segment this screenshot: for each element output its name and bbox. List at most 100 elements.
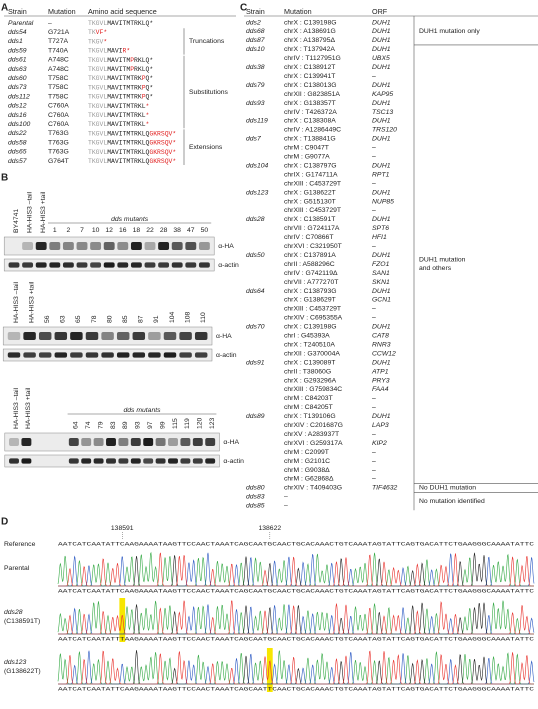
amino-acid-sequence: TKGV*	[88, 38, 107, 45]
sequence-segment: TKGVL	[88, 56, 107, 63]
orf: –	[371, 449, 376, 456]
strain: dds57	[8, 158, 27, 165]
strain: dds12	[8, 103, 27, 110]
antibody-label: α-actin	[223, 458, 244, 465]
blot-band	[180, 438, 191, 446]
orf: –	[371, 458, 376, 465]
mutation: chrX : C139089T	[284, 359, 335, 366]
lane-number: 78	[91, 315, 98, 323]
sequence-segment: TKGVL	[88, 102, 107, 109]
blot-band	[54, 332, 68, 340]
trace-label: dds123	[4, 659, 27, 666]
blot-band	[179, 332, 192, 340]
sequence-segment: TKGVL	[88, 130, 107, 137]
blot-band	[106, 438, 116, 446]
lane-number: 28	[160, 227, 168, 234]
amino-acid-sequence: TKGVLMAVITMTRKLQ*	[88, 20, 153, 27]
lane-number: 7	[80, 227, 84, 234]
strain: dds50	[246, 252, 265, 259]
sequence-segment: MAVITMTRK	[107, 84, 142, 91]
orf: –	[371, 145, 376, 152]
orf: DUH1	[372, 19, 391, 26]
blot-band	[38, 332, 52, 340]
mutation: chrII : T38060G	[284, 368, 331, 375]
strain: Parental	[8, 20, 34, 27]
orf: LAP3	[372, 422, 389, 429]
strain: dds7	[246, 136, 261, 143]
mutation: chrIV : T1127951G	[284, 55, 341, 62]
orf: –	[371, 476, 376, 483]
mutation: chrXII : G370004A	[284, 350, 340, 357]
antibody-label: α-HA	[218, 243, 234, 250]
lane-number: 79	[97, 421, 104, 429]
lane-number: 64	[73, 421, 80, 429]
blot-band	[194, 332, 208, 340]
group-label: dds mutants	[123, 407, 161, 414]
orf: DUH1	[372, 359, 391, 366]
blot-band	[85, 332, 99, 340]
sequence-segment: MAVITMTRKLQ	[107, 148, 149, 155]
mutation: chrX : G138357T	[284, 100, 336, 107]
blot-band	[158, 262, 170, 268]
panel-label: D	[1, 517, 8, 528]
blot-membrane	[2, 326, 213, 346]
mutation: chrX : C137891A	[284, 252, 336, 259]
mutation: chrVII : G724117A	[284, 225, 340, 232]
strain: dds22	[8, 130, 27, 137]
lane-label: HA-HIS3 +tail	[40, 191, 47, 233]
mutation: chrXVI : G259317A	[284, 440, 343, 447]
mutation: chrX : C138308A	[284, 118, 336, 125]
orf: –	[371, 207, 376, 214]
mutation: A748C	[48, 66, 69, 73]
mutation: chrIV : T426372A	[284, 109, 337, 116]
strain: dds59	[8, 47, 27, 54]
orf: –	[371, 73, 376, 80]
mutation: T763G	[48, 139, 69, 146]
mutation: chrX : C138013G	[284, 82, 337, 89]
orf: NUP85	[372, 198, 394, 205]
sequence-segment: TKGVL	[88, 84, 107, 91]
mutation: chrM : G62868Δ	[284, 476, 334, 483]
sequence-segment: MAVITMTRK	[107, 75, 142, 82]
blot-band	[158, 242, 170, 250]
amino-acid-sequence: TKVF*	[88, 29, 107, 36]
panel-label: C	[240, 3, 247, 14]
orf: UBX5	[372, 55, 390, 62]
antibody-label: α-HA	[223, 439, 239, 446]
blot-band	[205, 438, 216, 446]
blot-band	[49, 262, 61, 268]
orf: DUH1	[372, 118, 391, 125]
antibody-label: α-actin	[218, 262, 239, 269]
mutation: chrM : G2101C	[284, 458, 330, 465]
blot-band	[171, 242, 183, 250]
blot-band	[21, 438, 32, 446]
orf: PRY3	[372, 377, 390, 384]
strain: dds91	[246, 359, 265, 366]
lane-number: 22	[146, 227, 154, 234]
trace-label: Parental	[4, 565, 30, 572]
sequence-segment: TKGVL	[88, 47, 107, 54]
blot-band	[148, 352, 161, 358]
blot-band	[194, 352, 208, 358]
blot-band	[116, 352, 130, 358]
strain: dds64	[246, 288, 265, 295]
mutation: chrX : C139941T	[284, 73, 335, 80]
mutation: chrX : G293296A	[284, 377, 337, 384]
orf: CAT8	[372, 333, 389, 340]
orf: RPT1	[372, 171, 390, 178]
sequence-segment: Q*	[146, 84, 154, 91]
orf: SAN1	[372, 270, 390, 277]
blot-band	[192, 438, 203, 446]
amino-acid-sequence: TKGVLMAVITMTRKPQ*	[88, 84, 153, 91]
lane-label: BY4741	[13, 209, 20, 233]
lane-label: HA-HIS3 +tail	[28, 281, 35, 323]
strain: dds28	[246, 216, 265, 223]
blot-band	[168, 438, 178, 446]
trace-sublabel: (G138622T)	[4, 668, 41, 675]
mutation: T763G	[48, 149, 69, 156]
orf: –	[371, 404, 376, 411]
blot-band	[35, 262, 47, 268]
sequence-segment: P	[130, 66, 134, 73]
sequence-segment: R*	[123, 47, 131, 54]
blot-band	[155, 438, 166, 446]
